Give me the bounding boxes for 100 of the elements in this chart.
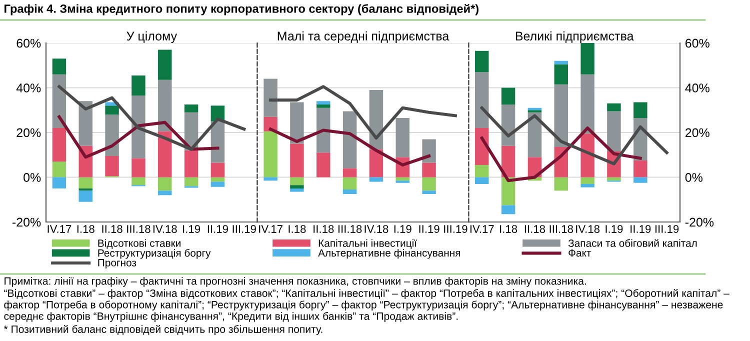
x-tick-label: III.18 [338,225,362,233]
bar [501,146,516,178]
bar [607,103,621,112]
text: * Позитивний баланс відповідей свідчить про збільшення попиту. [4,325,322,336]
bar [158,131,172,178]
bar [316,104,330,108]
bar [158,190,172,196]
bar [264,78,278,117]
x-tick-label: IV.17 [259,225,282,233]
x-tick-label: II.18 [314,225,334,233]
legend-label: Прогноз [98,259,136,268]
line-series [480,106,668,166]
x-tick-label: II.19 [630,225,651,233]
bar [342,190,357,194]
bar [316,101,330,105]
legend-label: Відсоткові ставки [98,239,180,249]
x-tick-label: I.18 [288,225,306,233]
bar [475,164,489,178]
bar [78,101,92,146]
bar [105,156,119,176]
bar [52,162,66,178]
legend-label: Реструктуризація боргу [98,248,211,259]
y-tick-label: 20% [685,128,710,138]
bar [105,106,119,115]
y-tick-label: 40% [685,84,710,92]
chart-title: Малі та середні підприємства [278,31,450,43]
bar [580,184,594,188]
bar [264,116,278,132]
x-tick-label: II.19 [419,225,440,233]
x-tick-label: III.19 [232,225,256,233]
y-tick-label: -20% [685,218,714,227]
x-tick-label: III.19 [444,225,468,233]
bar [78,177,92,188]
y-tick-label: 40% [16,84,41,92]
bar [158,50,172,80]
bar [52,177,66,188]
legend-label: Альтернативне фінансування [318,248,460,259]
bar [422,190,436,194]
x-tick-label: II.19 [208,225,228,233]
bar [342,111,357,168]
bar [607,111,621,152]
bar [634,160,648,178]
line-series [58,115,220,159]
y-tick-label: 0% [685,173,702,182]
bar [158,80,172,132]
bar [396,118,410,158]
y-tick-label: 60% [685,38,710,48]
bar [52,58,66,74]
bar [52,128,66,162]
bar [634,177,648,183]
bar [342,177,357,190]
bar [475,50,489,72]
bar [554,60,568,64]
chart-title: Великі підприємства [516,31,634,43]
bar [132,75,146,96]
x-tick-label: III.18 [127,225,150,233]
legend-label: Капітальні інвестиції [318,239,417,249]
bar [607,177,621,181]
bar [580,43,594,74]
bar [554,64,568,84]
x-tick-label: IV.17 [48,225,72,233]
bar [184,150,198,178]
x-tick-label: IV.18 [364,225,388,233]
bar [580,177,594,184]
x-tick-label: IV.18 [153,225,177,233]
x-tick-label: IV.17 [470,225,494,233]
bar [132,158,146,178]
text: “Відсоткові ставки” – фактор “Зміна відсоткових ставок”; “Капітальні інвестиції” – фактор “Потреба в капітальних інвестиціях”; “Оборотний капітал” – фактор “Потреба в оборотному капіталі”; “Реструктуризація боргу” – фактор “Реструктуризація боргу”; “Альтернативне фінансування” – незважене середнє факторів “Внутрішнє фінансування”, “Кредити від інших банків” та “Продаж активів”. [4,289,730,322]
x-tick-label: II.18 [102,225,122,233]
bar [316,152,330,178]
bar [78,190,92,202]
bar [342,168,357,178]
x-tick-label: I.18 [500,225,518,233]
bar [422,162,436,178]
bar [475,177,489,184]
bar [290,185,304,188]
bar [290,188,304,192]
text: Графік 4. Зміна кредитного попиту корпоративного сектору (баланс відповідей*) [4,4,478,16]
y-tick-label: 20% [16,128,41,138]
x-tick-label: I.19 [183,225,200,233]
x-tick-label: I.18 [77,225,94,233]
bar [264,131,278,178]
bar [210,182,225,187]
bar [290,177,304,186]
bar [554,84,568,148]
legend-label: Запаси та обіговий капітал [568,239,697,247]
bar [290,102,304,144]
bar [501,205,516,214]
bar [158,177,172,191]
bar [290,144,304,178]
x-tick-label: I.19 [606,225,623,233]
bar [316,108,330,153]
bar [105,114,119,156]
y-tick-label: 60% [16,38,41,48]
bar [132,177,146,186]
x-tick-label: I.19 [394,225,412,233]
bar [475,72,489,128]
bar [501,88,516,105]
x-tick-label: II.18 [524,225,546,233]
y-tick-label: -20% [12,218,41,227]
